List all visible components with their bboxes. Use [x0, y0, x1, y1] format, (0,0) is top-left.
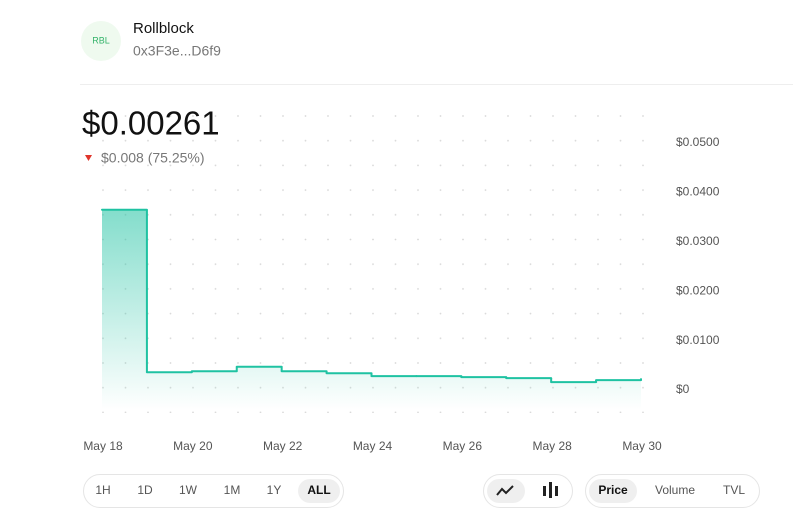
token-icon [81, 21, 121, 61]
metric-button[interactable]: TVL [723, 483, 745, 497]
metric-button[interactable]: Price [598, 483, 628, 497]
price: $0.00261 [82, 105, 220, 142]
area [326, 373, 372, 410]
area [102, 209, 147, 410]
y-tick-label: $0.0500 [676, 135, 720, 149]
area [596, 380, 641, 410]
line-icon[interactable] [496, 485, 514, 496]
area [236, 366, 282, 410]
range-button[interactable]: 1Y [267, 483, 282, 497]
range-selected-bg [298, 479, 340, 503]
metric-button[interactable]: Volume [655, 483, 695, 497]
price-change: $0.008 (75.25%) [101, 150, 205, 166]
y-tick-label: $0.0100 [676, 333, 720, 347]
line-type-bg [487, 479, 525, 503]
range-group [83, 474, 344, 508]
area [371, 376, 417, 410]
x-tick-label: May 28 [532, 439, 572, 453]
x-tick-label: May 26 [443, 439, 483, 453]
x-tick-label: May 30 [622, 439, 662, 453]
range-button[interactable]: 1W [179, 483, 198, 497]
range-button[interactable]: 1D [137, 483, 153, 497]
metric-group [585, 474, 760, 508]
area [281, 371, 327, 410]
x-tick-label: May 22 [263, 439, 303, 453]
y-tick-label: $0 [676, 382, 690, 396]
area [551, 382, 597, 410]
candle-icon[interactable] [543, 482, 558, 498]
y-tick-label: $0.0400 [676, 185, 720, 199]
range-button[interactable]: 1M [224, 483, 241, 497]
area [461, 377, 507, 410]
x-tick-label: May 18 [83, 439, 123, 453]
area [191, 371, 237, 410]
range-button[interactable]: 1H [95, 483, 110, 497]
token-icon-text: RBL [92, 35, 110, 45]
chart-type-group [483, 474, 573, 508]
x-tick-label: May 24 [353, 439, 393, 453]
metric-selected-bg [589, 479, 637, 503]
token-address: 0x3F3e...D6f9 [133, 43, 221, 59]
area [506, 378, 552, 410]
dot-grid [85, 113, 660, 413]
down-arrow [85, 155, 92, 161]
x-tick-label: May 20 [173, 439, 213, 453]
range-button[interactable]: ALL [307, 483, 330, 497]
chart [101, 208, 642, 410]
area [146, 372, 192, 410]
token-name: Rollblock [133, 20, 194, 37]
y-tick-label: $0.0300 [676, 234, 720, 248]
area [416, 376, 462, 410]
y-tick-label: $0.0200 [676, 283, 720, 297]
